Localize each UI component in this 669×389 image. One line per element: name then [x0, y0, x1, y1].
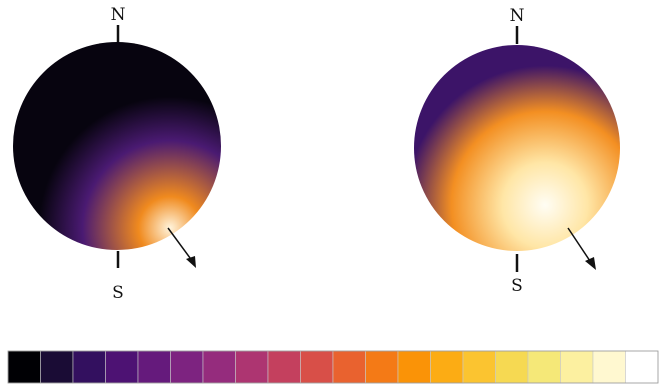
color-swatch	[625, 350, 659, 384]
color-swatch	[72, 350, 106, 384]
color-swatch	[365, 350, 399, 384]
direction-arrow	[167, 227, 196, 268]
sphere	[13, 42, 221, 250]
color-scale-bar	[7, 350, 659, 384]
color-swatch	[495, 350, 529, 384]
color-swatch	[137, 350, 171, 384]
color-swatch	[300, 350, 334, 384]
direction-arrow	[567, 227, 596, 270]
north-label: N	[111, 5, 126, 25]
color-swatch	[332, 350, 366, 384]
color-bar-frame	[7, 350, 659, 384]
color-swatch	[267, 350, 301, 384]
south-label: S	[511, 276, 523, 296]
color-swatch	[462, 350, 496, 384]
color-swatch	[397, 350, 431, 384]
color-swatch	[202, 350, 236, 384]
color-swatch	[40, 350, 74, 384]
south-label: S	[112, 283, 124, 303]
sphere	[414, 45, 620, 251]
color-swatch	[105, 350, 139, 384]
globe-left: N S	[13, 5, 221, 303]
color-swatch	[235, 350, 269, 384]
color-swatch	[527, 350, 561, 384]
color-swatch	[7, 350, 41, 384]
color-swatch	[170, 350, 204, 384]
color-swatch	[560, 350, 594, 384]
globe-right: N S	[414, 6, 620, 296]
color-swatch	[430, 350, 464, 384]
north-label: N	[510, 6, 525, 26]
color-swatch	[592, 350, 626, 384]
